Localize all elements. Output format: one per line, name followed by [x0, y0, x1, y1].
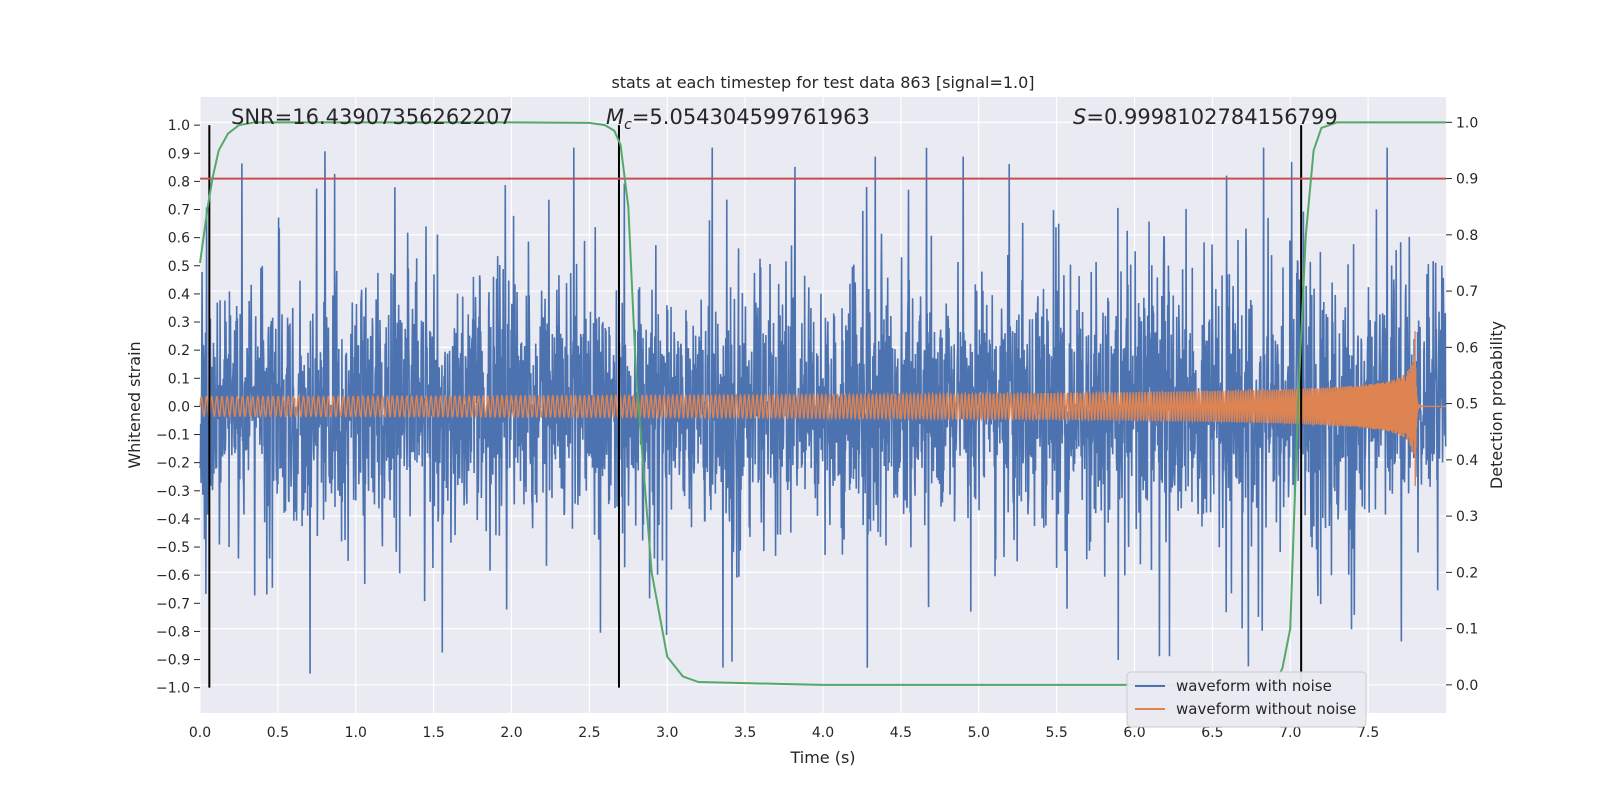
y-left-tick-label: −0.7 — [156, 596, 190, 612]
y-right-tick-label: 0.3 — [1456, 509, 1478, 525]
annotation-s: S=0.9998102784156799 — [1073, 105, 1338, 129]
x-tick-label: 2.0 — [500, 725, 522, 741]
axes: 0.0 0.5 1.0 1.5 2.0 2.5 3.0 3.5 4.0 4.5 5.0 5.5 6.0 6… — [156, 115, 1478, 741]
annotation-mc: Mc=5.054304599761963 — [606, 105, 870, 133]
y-left-tick-label: 0.6 — [168, 231, 190, 247]
chart-title: stats at each timestep for test data 863… — [611, 73, 1034, 92]
y-left-tick-label: −0.1 — [156, 428, 190, 444]
y-left-tick-label: −0.5 — [156, 540, 190, 556]
x-tick-label: 6.0 — [1123, 725, 1145, 741]
series-detection-probability — [199, 121, 1446, 686]
legend: waveform with noise waveform without noi… — [1126, 671, 1367, 728]
y-right-tick-label: 0.2 — [1456, 565, 1478, 581]
y-right-tick-label: 0.4 — [1456, 453, 1478, 469]
y-axis-title-right: Detection probability — [1487, 321, 1506, 489]
y-left-tick-label: −0.3 — [156, 484, 190, 500]
series-waveform-with-noise — [199, 147, 1447, 674]
y-right-tick-label: 0.5 — [1456, 397, 1478, 413]
y-right-tick-label: 0.0 — [1456, 678, 1478, 694]
clean-series — [199, 331, 1446, 486]
x-tick-label: 7.0 — [1279, 725, 1301, 741]
y-left-tick-label: 0.3 — [168, 315, 190, 331]
x-axis-title: Time (s) — [789, 748, 855, 767]
y-left-tick-label: 0.1 — [168, 371, 190, 387]
x-tick-label: 5.0 — [968, 725, 990, 741]
y-left-tick-label: 1.0 — [168, 118, 190, 134]
probability-series — [199, 121, 1446, 686]
annotation-mc-symbol: M — [606, 105, 624, 129]
y-left-tick-label: 0.0 — [168, 399, 190, 415]
x-tick-label: 3.5 — [734, 725, 756, 741]
x-tick-label: 1.5 — [422, 725, 444, 741]
y-left-tick-label: 0.2 — [168, 343, 190, 359]
y-right-tick-label: 0.1 — [1456, 622, 1478, 638]
y-left-tick-label: 0.4 — [168, 287, 190, 303]
y-axis-title-left: Whitened strain — [125, 341, 144, 468]
y-right-tick-label: 0.9 — [1456, 172, 1478, 188]
x-tick-label: 6.5 — [1201, 725, 1223, 741]
legend-label-clean: waveform without noise — [1176, 700, 1356, 718]
y-left-tick-label: −0.9 — [156, 653, 190, 669]
y-left-tick-label: 0.7 — [168, 203, 190, 219]
x-tick-label: 7.5 — [1357, 725, 1379, 741]
y-right-tick-label: 0.8 — [1456, 228, 1478, 244]
legend-box — [1126, 671, 1367, 728]
y-left-tick-label: 0.9 — [168, 146, 190, 162]
y-left-tick-label: 0.5 — [168, 259, 190, 275]
y-left-tick-label: −0.2 — [156, 456, 190, 472]
y-right-tick-label: 0.7 — [1456, 284, 1478, 300]
x-tick-label: 2.5 — [578, 725, 600, 741]
series-waveform-without-noise — [199, 331, 1446, 486]
x-tick-label: 4.5 — [890, 725, 912, 741]
y-left-tick-label: −1.0 — [156, 681, 190, 697]
x-tick-label: 1.0 — [345, 725, 367, 741]
y-right-tick-label: 0.6 — [1456, 340, 1478, 356]
annotation-mc-sub: c — [624, 117, 632, 133]
annotation-s-symbol: S — [1073, 105, 1086, 129]
x-tick-label: 0.0 — [189, 725, 211, 741]
x-tick-label: 3.0 — [656, 725, 678, 741]
y-left-tick-label: −0.6 — [156, 568, 190, 584]
vertical-markers — [208, 125, 1303, 688]
x-tick-label: 5.5 — [1045, 725, 1067, 741]
legend-label-noise: waveform with noise — [1176, 677, 1332, 695]
x-tick-label: 4.0 — [812, 725, 834, 741]
y-left-tick-label: 0.8 — [168, 174, 190, 190]
y-right-tick-label: 1.0 — [1456, 115, 1478, 131]
x-tick-label: 0.5 — [267, 725, 289, 741]
noise-series — [199, 147, 1447, 674]
annotation-snr: SNR=16.43907356262207 — [231, 105, 513, 129]
annotation-mc-value: =5.054304599761963 — [632, 105, 870, 129]
annotation-s-value: =0.9998102784156799 — [1086, 105, 1337, 129]
y-left-tick-label: −0.4 — [156, 512, 190, 528]
y-left-tick-label: −0.8 — [156, 624, 190, 640]
